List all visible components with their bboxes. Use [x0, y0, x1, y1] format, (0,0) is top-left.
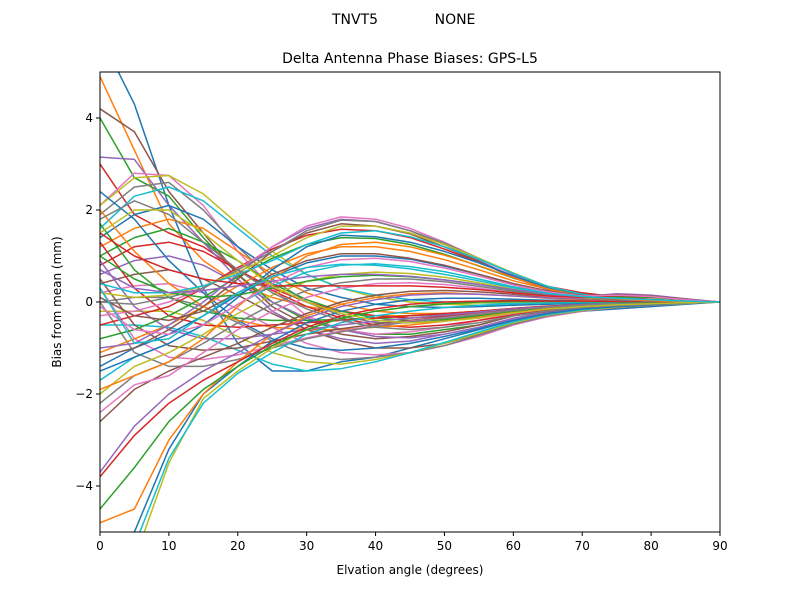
chart-title: Delta Antenna Phase Biases: GPS-L5 [282, 51, 538, 67]
y-tick-label: −4 [75, 479, 93, 493]
x-tick-label: 40 [368, 539, 383, 553]
suptitle-radome: NONE [435, 12, 476, 28]
series-group [100, 72, 720, 532]
x-axis-label: Elvation angle (degrees) [337, 563, 484, 577]
x-tick-label: 90 [712, 539, 727, 553]
x-axis: 0 10 20 30 40 50 60 70 80 90 [96, 532, 728, 553]
series-line-28 [100, 301, 720, 368]
series-line-60 [100, 263, 720, 345]
series-line-55 [100, 269, 720, 303]
suptitle-station: TNVT5 [331, 12, 378, 28]
y-tick-label: 4 [85, 111, 93, 125]
y-tick-label: 2 [85, 203, 93, 217]
x-tick-label: 0 [96, 539, 104, 553]
y-axis: −4 −2 0 2 4 [75, 111, 100, 493]
x-tick-label: 30 [299, 539, 314, 553]
x-tick-label: 80 [643, 539, 658, 553]
series-line-57 [100, 257, 720, 335]
x-tick-label: 50 [437, 539, 452, 553]
x-tick-label: 60 [506, 539, 521, 553]
y-tick-label: 0 [85, 295, 93, 309]
x-tick-label: 10 [161, 539, 176, 553]
x-tick-label: 70 [575, 539, 590, 553]
series-line-58 [100, 200, 720, 331]
y-tick-label: −2 [75, 387, 93, 401]
x-tick-label: 20 [230, 539, 245, 553]
series-line-21 [100, 191, 720, 352]
y-axis-label: Bias from mean (mm) [50, 236, 64, 367]
series-line-34 [100, 299, 720, 478]
series-line-59 [100, 209, 720, 324]
series-line-36 [100, 289, 720, 423]
